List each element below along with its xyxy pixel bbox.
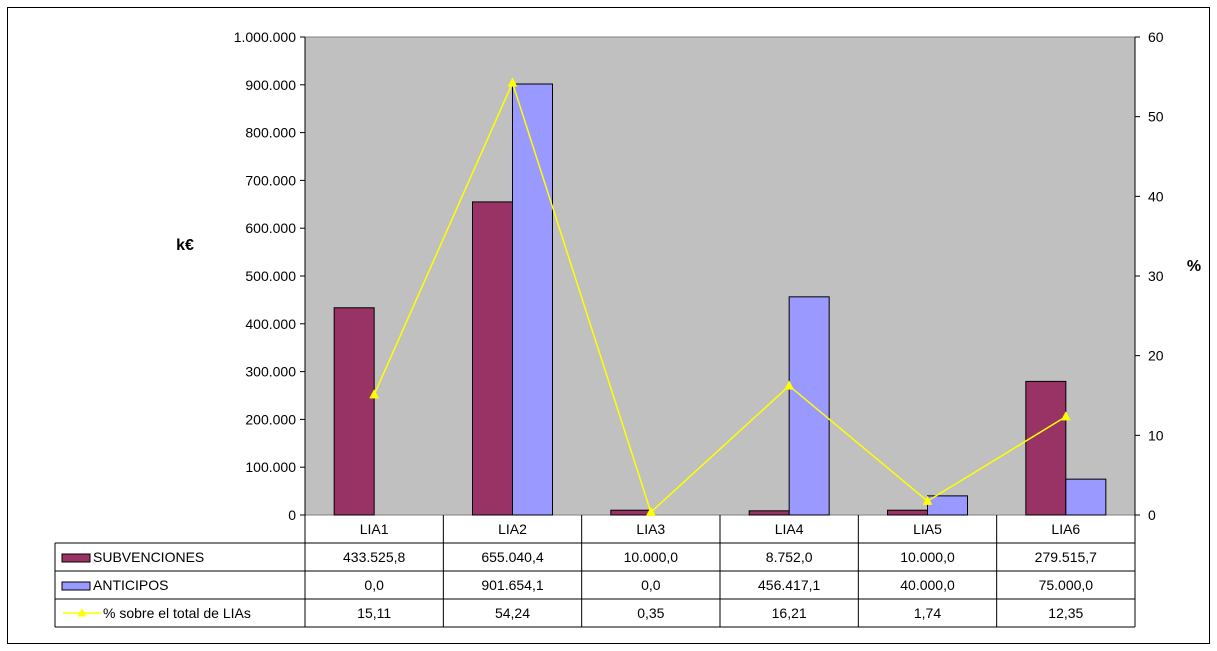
- table-value-anticipos-lia6: 75.000,0: [1039, 577, 1094, 593]
- right-axis-tick-label: 30: [1148, 268, 1164, 284]
- line-marker-lia6: [1060, 411, 1071, 421]
- right-axis-tick-label: 40: [1148, 188, 1164, 204]
- right-axis-title: %: [1187, 258, 1201, 275]
- category-label-lia5: LIA5: [913, 521, 942, 537]
- left-axis-tick-label: 200.000: [245, 411, 296, 427]
- line-marker-lia4: [784, 380, 795, 390]
- table-value-subvenciones-lia4: 8.752,0: [766, 549, 813, 565]
- line-marker-lia1: [369, 389, 380, 399]
- plot-area: [304, 36, 1136, 516]
- left-axis-tick-label: 500.000: [245, 268, 296, 284]
- legend-key-anticipos: [61, 581, 91, 591]
- left-axis-title: k€: [176, 237, 194, 254]
- bar-anticipos-lia6: [1065, 478, 1107, 516]
- legend-label-anticipos: ANTICIPOS: [93, 577, 168, 593]
- right-axis-tick-label: 50: [1148, 109, 1164, 125]
- table-value-subvenciones-lia3: 10.000,0: [624, 549, 679, 565]
- category-label-lia1: LIA1: [360, 521, 389, 537]
- table-value-percent-lia4: 16,21: [772, 605, 807, 621]
- table-value-percent-lia6: 12,35: [1048, 605, 1083, 621]
- table-value-subvenciones-lia6: 279.515,7: [1035, 549, 1097, 565]
- legend-key-marker: [77, 608, 87, 617]
- right-axis-tick-label: 20: [1148, 348, 1164, 364]
- category-label-lia4: LIA4: [775, 521, 804, 537]
- line-marker-lia3: [645, 506, 656, 516]
- left-axis-tick-label: 900.000: [245, 77, 296, 93]
- left-axis-tick-label: 0: [288, 507, 296, 523]
- line-marker-lia2: [507, 77, 518, 87]
- bar-subvenciones-lia4: [748, 510, 790, 516]
- table-value-subvenciones-lia2: 655.040,4: [481, 549, 543, 565]
- right-axis-tick-label: 0: [1148, 507, 1156, 523]
- category-label-lia2: LIA2: [498, 521, 527, 537]
- left-axis-tick-label: 400.000: [245, 316, 296, 332]
- bar-anticipos-lia5: [927, 495, 968, 516]
- bar-subvenciones-lia3: [610, 509, 652, 516]
- table-value-percent-lia5: 1,74: [914, 605, 941, 621]
- left-axis-tick-label: 100.000: [245, 459, 296, 475]
- left-axis-tick-label: 800.000: [245, 125, 296, 141]
- bar-anticipos-lia4: [788, 296, 830, 516]
- table-value-anticipos-lia1: 0,0: [364, 577, 384, 593]
- bar-subvenciones-lia1: [333, 307, 375, 516]
- table-value-percent-lia1: 15,11: [357, 605, 391, 621]
- table-value-anticipos-lia4: 456.417,1: [758, 577, 820, 593]
- legend-label-subvenciones: SUBVENCIONES: [93, 549, 204, 565]
- bar-anticipos-lia2: [512, 83, 553, 516]
- table-value-anticipos-lia5: 40.000,0: [900, 577, 955, 593]
- left-axis-tick-label: 600.000: [245, 220, 296, 236]
- table-value-percent-lia3: 0,35: [637, 605, 664, 621]
- bar-subvenciones-lia2: [472, 201, 513, 516]
- table-value-subvenciones-lia1: 433.525,8: [343, 549, 405, 565]
- table-value-anticipos-lia2: 901.654,1: [481, 577, 543, 593]
- left-axis-tick-label: 700.000: [245, 172, 296, 188]
- right-axis-tick-label: 60: [1148, 29, 1164, 45]
- legend-label-percent: % sobre el total de LIAs: [103, 605, 251, 621]
- bar-subvenciones-lia5: [887, 509, 928, 516]
- left-axis-tick-label: 300.000: [245, 364, 296, 380]
- line-marker-lia5: [922, 495, 933, 505]
- legend-key-subvenciones: [61, 553, 91, 563]
- bar-subvenciones-lia6: [1025, 380, 1067, 516]
- table-value-percent-lia2: 54,24: [495, 605, 530, 621]
- line-series-percent: [373, 80, 1067, 514]
- table-value-subvenciones-lia5: 10.000,0: [900, 549, 955, 565]
- category-label-lia3: LIA3: [636, 521, 665, 537]
- category-label-lia6: LIA6: [1051, 521, 1080, 537]
- table-value-anticipos-lia3: 0,0: [641, 577, 661, 593]
- left-axis-tick-label: 1.000.000: [234, 29, 296, 45]
- right-axis-tick-label: 10: [1148, 427, 1164, 443]
